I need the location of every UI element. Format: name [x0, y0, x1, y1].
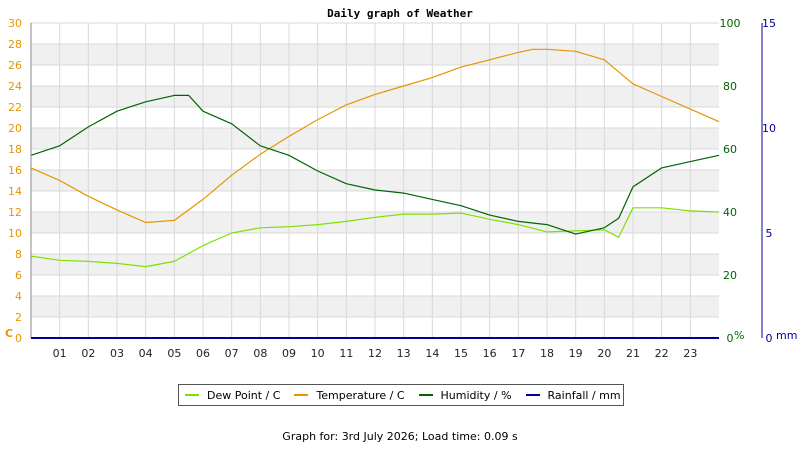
temperature-tick-label: 28 — [8, 38, 22, 51]
x-tick-label: 07 — [225, 347, 239, 360]
chart-title: Daily graph of Weather — [327, 7, 473, 20]
rainfall-tick-label: 15 — [762, 17, 776, 30]
x-tick-label: 09 — [282, 347, 296, 360]
footer-date: 3rd July 2026 — [341, 430, 415, 443]
legend-item-rainfall: Rainfall / mm — [525, 388, 621, 402]
x-tick-label: 13 — [397, 347, 411, 360]
temperature-tick-label: 4 — [15, 290, 22, 303]
x-tick-label: 03 — [110, 347, 124, 360]
x-tick-label: 18 — [540, 347, 554, 360]
weather-chart: 0246810121416182022242628300204060801000… — [5, 7, 797, 360]
footer-separator: ; — [414, 430, 419, 443]
x-tick-label: 15 — [454, 347, 468, 360]
footer-load-label: Load time: — [422, 430, 481, 443]
x-tick-label: 20 — [597, 347, 611, 360]
footer-load-time: 0.09 s — [483, 430, 518, 443]
temperature-tick-label: 22 — [8, 101, 22, 114]
temperature-tick-label: 10 — [8, 227, 22, 240]
series-line-humidity — [30, 94, 720, 235]
legend-label-rainfall: Rainfall / mm — [547, 388, 621, 402]
humidity-tick-label: 20 — [723, 269, 737, 282]
legend-swatch-temperature — [294, 394, 309, 396]
temperature-unit-label: C — [5, 327, 13, 340]
graph-footer: Graph for: 3rd July 2026; Load time: 0.0… — [0, 430, 800, 443]
temperature-tick-label: 30 — [8, 17, 22, 30]
temperature-tick-label: 20 — [8, 122, 22, 135]
plot-axes: 0246810121416182022242628300204060801000… — [8, 17, 776, 360]
legend-label-temperature: Temperature / C — [316, 388, 405, 402]
series-line-temperature — [30, 48, 720, 224]
legend-swatch-rainfall — [525, 394, 540, 396]
legend-label-humidity: Humidity / % — [440, 388, 512, 402]
temperature-tick-label: 0 — [15, 332, 22, 345]
legend-item-humidity: Humidity / % — [418, 388, 512, 402]
rainfall-tick-label: 5 — [766, 227, 773, 240]
humidity-tick-label: 0 — [727, 332, 734, 345]
x-tick-label: 08 — [253, 347, 267, 360]
x-tick-label: 01 — [53, 347, 67, 360]
plot-grid — [31, 22, 719, 339]
legend-item-temperature: Temperature / C — [294, 388, 405, 402]
humidity-tick-label: 80 — [723, 80, 737, 93]
legend-item-dew-point: Dew Point / C — [185, 389, 280, 402]
temperature-tick-label: 26 — [8, 59, 22, 72]
temperature-tick-label: 8 — [15, 248, 22, 261]
x-tick-label: 23 — [683, 347, 697, 360]
x-tick-label: 10 — [311, 347, 325, 360]
x-tick-label: 14 — [425, 347, 439, 360]
humidity-tick-label: 100 — [720, 17, 741, 30]
legend-swatch-humidity — [418, 394, 433, 396]
x-tick-label: 16 — [483, 347, 497, 360]
legend-swatch-dew-point — [185, 394, 199, 396]
humidity-tick-label: 40 — [723, 206, 737, 219]
x-tick-label: 21 — [626, 347, 640, 360]
x-tick-label: 11 — [339, 347, 353, 360]
x-tick-label: 22 — [655, 347, 669, 360]
temperature-tick-label: 6 — [15, 269, 22, 282]
x-tick-label: 02 — [81, 347, 95, 360]
temperature-tick-label: 18 — [8, 143, 22, 156]
x-tick-label: 04 — [139, 347, 153, 360]
rainfall-tick-label: 10 — [762, 122, 776, 135]
humidity-tick-label: 60 — [723, 143, 737, 156]
chart-legend: Dew Point / C Temperature / C Humidity /… — [178, 384, 624, 406]
rainfall-tick-label: 0 — [766, 332, 773, 345]
series-line-dew-point — [30, 207, 720, 268]
x-tick-label: 06 — [196, 347, 210, 360]
x-tick-label: 12 — [368, 347, 382, 360]
humidity-unit-label: % — [734, 329, 744, 342]
temperature-tick-label: 14 — [8, 185, 22, 198]
rainfall-unit-label: mm — [776, 329, 797, 342]
temperature-tick-label: 24 — [8, 80, 22, 93]
temperature-tick-label: 2 — [15, 311, 22, 324]
x-tick-label: 19 — [569, 347, 583, 360]
temperature-tick-label: 12 — [8, 206, 22, 219]
footer-date-label: Graph for: — [282, 430, 339, 443]
x-tick-label: 17 — [511, 347, 525, 360]
temperature-tick-label: 16 — [8, 164, 22, 177]
legend-label-dew-point: Dew Point / C — [207, 388, 281, 402]
x-tick-label: 05 — [167, 347, 181, 360]
